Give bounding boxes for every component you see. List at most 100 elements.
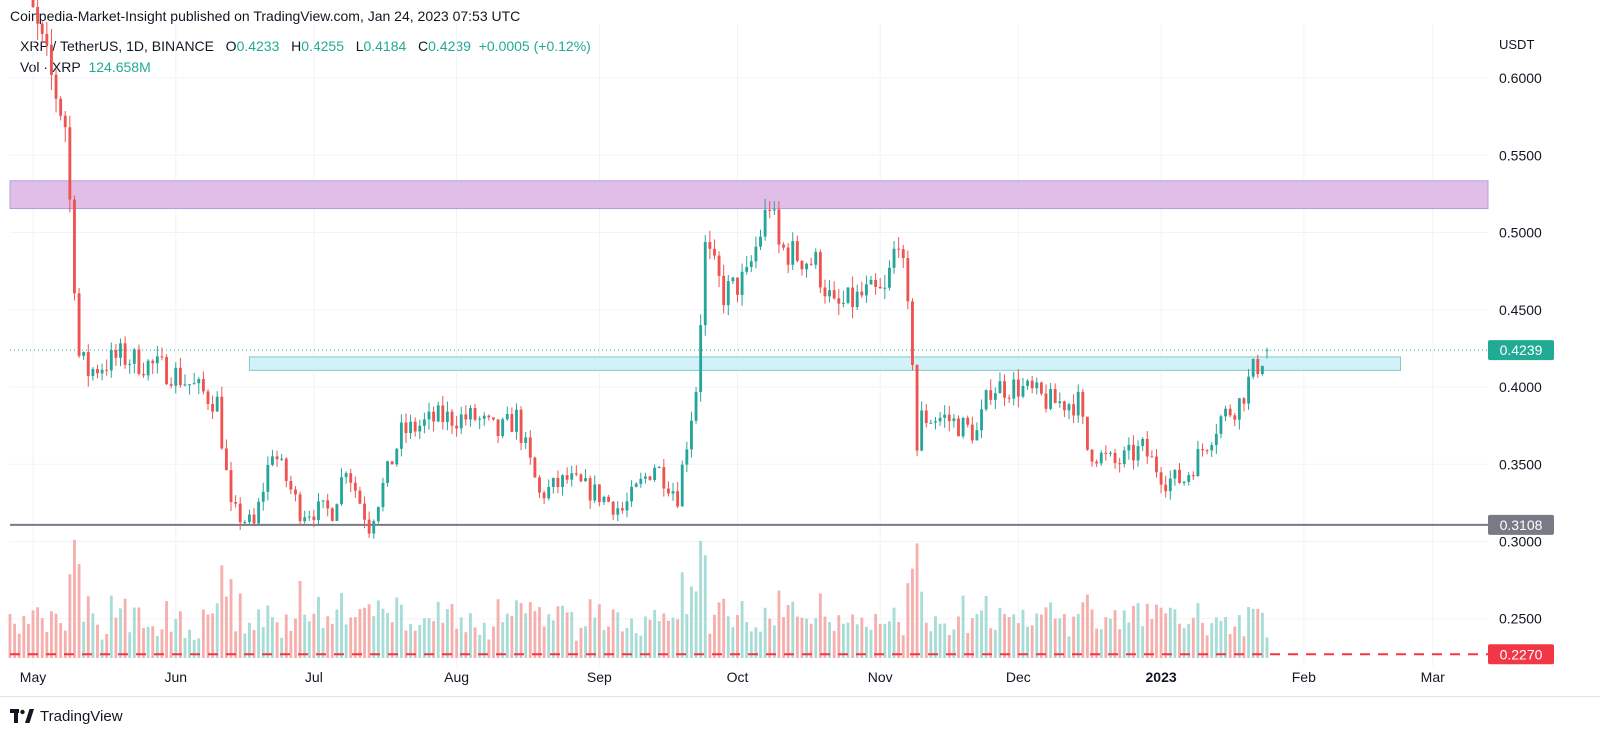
candle-body: [137, 349, 141, 374]
tradingview-brand[interactable]: TradingView: [10, 706, 123, 726]
volume-bar: [192, 639, 196, 658]
x-tick-label: 2023: [1146, 669, 1177, 685]
candle-body: [478, 418, 482, 420]
y-tick-label: 0.4500: [1499, 302, 1542, 318]
candle-body: [247, 514, 251, 523]
volume-bar: [690, 586, 693, 658]
volume-bar: [934, 616, 937, 658]
candle-body: [1214, 433, 1218, 446]
volume-bar: [998, 607, 1002, 658]
volume-bar: [602, 630, 606, 658]
volume-bar: [220, 565, 224, 658]
volume-bar: [114, 617, 118, 658]
volume-bar: [436, 601, 440, 658]
volume-bar: [731, 627, 735, 658]
candle-body: [1187, 475, 1191, 482]
volume-bar: [17, 633, 21, 658]
candle-body: [777, 209, 781, 245]
candle-body: [367, 519, 371, 534]
volume-bar: [496, 599, 500, 658]
volume-bar: [685, 614, 689, 658]
candle-body: [717, 255, 721, 276]
volume-layer: [8, 539, 1269, 658]
volume-bar: [1132, 605, 1135, 658]
candle-body: [699, 325, 703, 393]
candle-body: [128, 363, 132, 365]
volume-bar: [303, 614, 307, 658]
volume-bar: [791, 601, 795, 658]
volume-bar: [1159, 607, 1163, 658]
volume-bar: [73, 539, 76, 658]
candle-body: [464, 414, 468, 420]
candle-body: [814, 252, 818, 265]
volume-bar: [676, 619, 680, 658]
volume-bar: [312, 613, 316, 658]
candle-body: [459, 414, 463, 429]
candle-body: [1039, 382, 1043, 394]
volume-bar: [1136, 603, 1140, 658]
candle-body: [234, 502, 238, 504]
candle-body: [888, 267, 891, 288]
volume-bar: [1201, 622, 1204, 658]
candle-body: [321, 500, 325, 502]
candle-body: [303, 517, 307, 522]
volume-bar: [639, 635, 643, 658]
candle-body: [625, 501, 629, 511]
resistance-zone: [9, 180, 1489, 210]
volume-bar: [1035, 613, 1039, 658]
volume-bar: [128, 632, 132, 658]
volume-bar: [294, 618, 297, 658]
volume-bar: [413, 630, 417, 658]
publisher-text: Coinpedia-Market-Insight published on Tr…: [10, 8, 521, 24]
volume-bar: [330, 623, 334, 658]
candle-body: [828, 290, 832, 297]
volume-bar: [620, 631, 624, 658]
volume-bar: [271, 617, 274, 658]
candle-body: [326, 500, 330, 509]
candle-body: [146, 360, 150, 376]
volume-bar: [713, 614, 716, 658]
candle-body: [155, 356, 159, 364]
candle-body: [597, 484, 601, 503]
candle-body: [643, 476, 647, 479]
volume-bar: [1242, 636, 1246, 658]
x-tick-label: Nov: [868, 669, 893, 685]
volume-bar: [1026, 626, 1029, 658]
volume-bar: [565, 612, 569, 658]
candle-body: [445, 411, 449, 423]
legend-symbol[interactable]: XRP / TetherUS, 1D, BINANCE: [20, 38, 214, 54]
candle-body: [1219, 416, 1223, 434]
volume-bar: [680, 572, 684, 658]
candle-body: [96, 368, 99, 374]
volume-bar: [924, 622, 928, 658]
candle-body: [183, 384, 187, 386]
volume-bar: [247, 622, 251, 658]
candle-body: [1155, 456, 1158, 473]
x-tick-label: Oct: [727, 669, 749, 685]
candle-body: [427, 411, 431, 420]
candle-body: [897, 248, 901, 250]
brand-name: TradingView: [40, 707, 123, 725]
volume-bar: [1067, 636, 1071, 658]
candle-body: [1265, 350, 1269, 352]
volume-bar: [40, 618, 44, 658]
candle-body: [353, 482, 357, 491]
volume-bar: [1141, 626, 1145, 658]
candle-body: [386, 461, 389, 483]
volume-bar: [59, 623, 63, 658]
candle-body: [952, 418, 956, 422]
volume-bar: [1072, 616, 1076, 658]
volume-bar: [123, 598, 127, 658]
candle-body: [722, 275, 726, 306]
volume-bar: [1196, 603, 1200, 658]
candle-body: [1164, 484, 1168, 492]
volume-bar: [805, 618, 808, 658]
volume-bar: [1150, 618, 1154, 658]
volume-bar: [1191, 617, 1195, 658]
volume-bar: [855, 624, 859, 658]
candle-body: [100, 369, 104, 374]
volume-bar: [551, 620, 555, 658]
volume-bar: [100, 639, 104, 658]
candle-body: [363, 503, 366, 520]
price-chart[interactable]: 0.6000 0.5500 0.5000 0.4500 0.4000 0.3500 0.30…: [0, 0, 1600, 696]
